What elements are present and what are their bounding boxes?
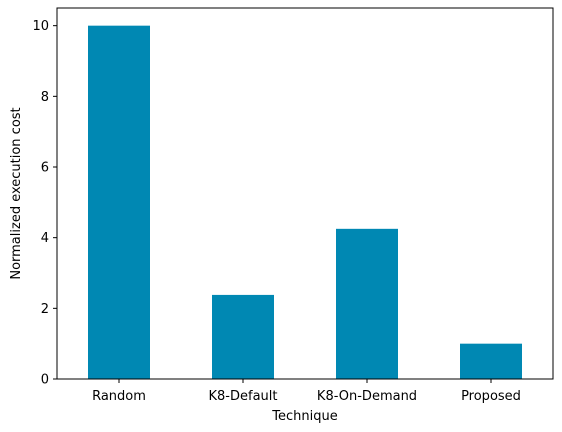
x-tick-label: K8-On-Demand — [317, 389, 417, 404]
y-axis: 0 2 4 6 8 10 — [32, 19, 57, 388]
y-axis-label: Normalized execution cost — [9, 107, 24, 279]
bar-proposed — [460, 343, 522, 379]
x-axis: Random K8-Default K8-On-Demand Proposed — [92, 379, 521, 404]
y-tick-label: 4 — [41, 231, 49, 246]
bars — [88, 25, 522, 379]
x-tick-label: Random — [92, 389, 146, 404]
y-tick-label: 0 — [41, 373, 49, 388]
y-tick-label: 6 — [41, 161, 49, 176]
y-tick-label: 10 — [32, 19, 49, 34]
x-axis-label: Technique — [271, 409, 337, 424]
bar-k8-on-demand — [336, 228, 398, 379]
bar-k8-default — [212, 294, 274, 379]
x-tick-label: K8-Default — [209, 389, 278, 404]
y-tick-label: 8 — [41, 90, 49, 105]
plot-frame — [56, 7, 554, 380]
x-tick-label: Proposed — [461, 389, 521, 404]
bar-random — [88, 25, 150, 379]
y-tick-label: 2 — [41, 302, 49, 317]
